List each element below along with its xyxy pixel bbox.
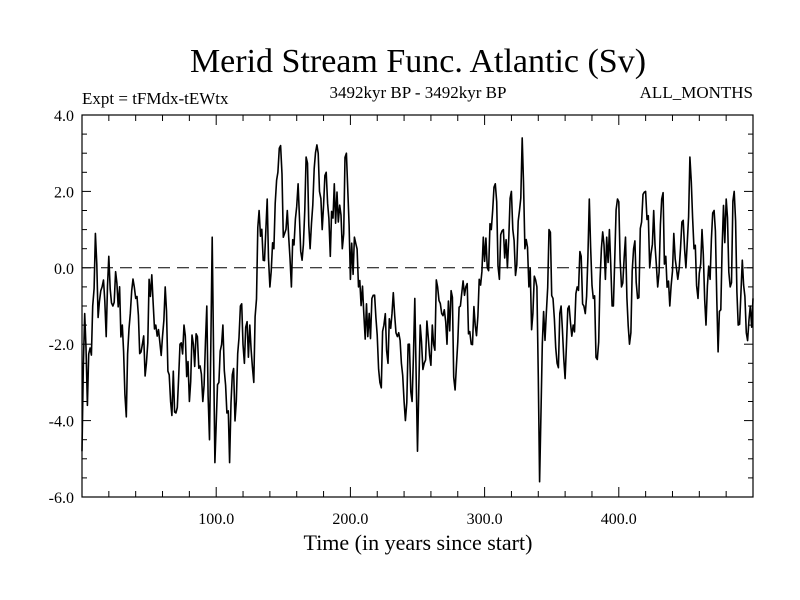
y-tick-label: -6.0 bbox=[49, 490, 74, 507]
y-tick-label: -2.0 bbox=[49, 337, 74, 354]
series-line bbox=[81, 137, 754, 483]
y-tick-label: 0.0 bbox=[54, 261, 74, 278]
x-axis-label: Time (in years since start) bbox=[304, 530, 533, 555]
y-tick-label: -4.0 bbox=[49, 414, 74, 431]
chart-title: Merid Stream Func. Atlantic (Sv) bbox=[190, 43, 646, 80]
y-tick-label: 4.0 bbox=[54, 108, 74, 125]
time-range-label: 3492kyr BP - 3492kyr BP bbox=[330, 83, 507, 102]
x-tick-label: 100.0 bbox=[198, 511, 234, 528]
x-tick-label: 200.0 bbox=[332, 511, 368, 528]
x-tick-label: 400.0 bbox=[601, 511, 637, 528]
x-tick-label: 300.0 bbox=[467, 511, 503, 528]
plot-area: -6.0 -4.0 -2.0 0.0 2.0 4.0 100.0 200.0 300.0 400.… bbox=[49, 108, 754, 528]
y-tick-label: 2.0 bbox=[54, 184, 74, 201]
months-label: ALL_MONTHS bbox=[640, 83, 753, 102]
experiment-label: Expt = tFMdx-tEWtx bbox=[82, 89, 229, 108]
